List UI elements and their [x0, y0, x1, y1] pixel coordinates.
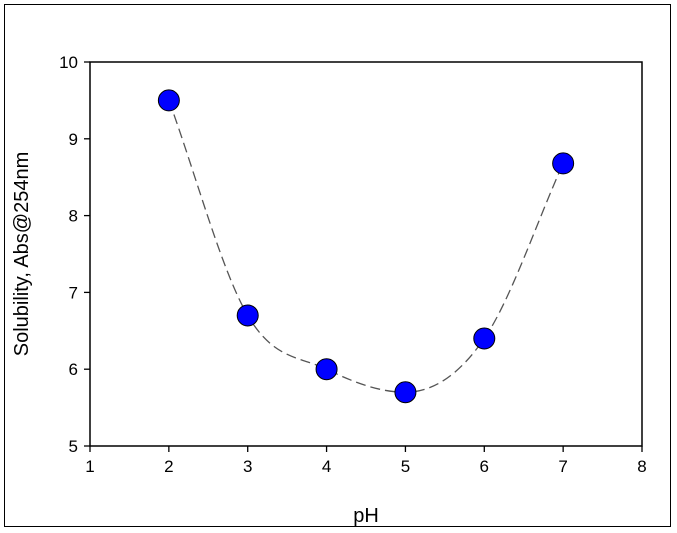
data-point: [552, 152, 575, 175]
data-point: [473, 327, 496, 350]
data-point: [157, 89, 180, 112]
plot-area: [89, 61, 643, 447]
data-point: [394, 381, 417, 404]
x-tick-label: 3: [243, 457, 252, 476]
y-tick-label: 6: [69, 360, 78, 379]
y-tick-label: 8: [69, 207, 78, 226]
x-tick-label: 7: [558, 457, 567, 476]
x-tick-label: 1: [85, 457, 94, 476]
x-axis: 1 2 3 4 5 6 7 8: [85, 446, 647, 476]
data-points: [157, 89, 575, 404]
data-point: [315, 358, 338, 381]
y-tick-label: 5: [69, 437, 78, 456]
x-tick-label: 5: [401, 457, 410, 476]
y-axis: 5 6 7 8 9 10: [59, 53, 90, 456]
x-tick-label: 4: [322, 457, 331, 476]
chart-frame: [4, 4, 671, 527]
x-tick-label: 2: [164, 457, 173, 476]
x-axis-title: pH: [353, 505, 379, 527]
x-tick-label: 8: [637, 457, 646, 476]
y-tick-label: 10: [59, 53, 78, 72]
data-point: [236, 304, 259, 327]
y-axis-title: Solubility, Abs@254nm: [11, 152, 33, 356]
x-tick-label: 6: [480, 457, 489, 476]
fit-curve: [168, 100, 564, 393]
y-tick-label: 7: [69, 283, 78, 302]
y-tick-label: 9: [69, 130, 78, 149]
